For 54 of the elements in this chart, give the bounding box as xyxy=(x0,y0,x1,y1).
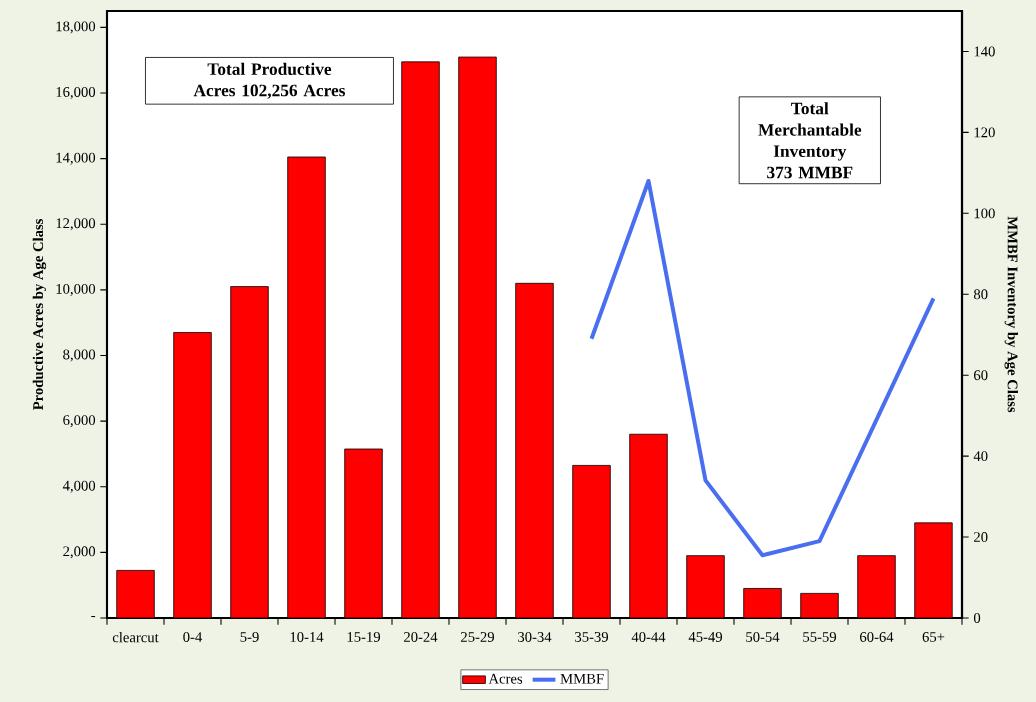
bar xyxy=(401,61,440,618)
bar xyxy=(116,570,155,618)
legend-label: Acres xyxy=(488,673,523,684)
y2-axis-title: MMBF Inventory by Age Class xyxy=(1004,216,1018,413)
x-tick-label: 30-34 xyxy=(518,632,552,642)
x-tick-label: 65+ xyxy=(922,632,945,642)
bar xyxy=(743,588,782,618)
x-tick-label: 35-39 xyxy=(575,632,609,642)
x-tick-label: 60-64 xyxy=(860,632,894,642)
x-tick-label: 50-54 xyxy=(746,632,780,642)
y2-tick-label: 140 xyxy=(974,46,995,57)
bar xyxy=(629,434,668,618)
y-axis-title: Productive Acres by Age Class xyxy=(32,218,47,411)
y2-tick-label: 40 xyxy=(973,451,988,462)
y-tick-label: 6,000 xyxy=(63,415,96,428)
x-tick-label: 40-44 xyxy=(631,632,666,642)
bar xyxy=(914,522,953,618)
bar xyxy=(800,593,839,618)
x-tick-label: 5-9 xyxy=(240,632,259,642)
bar xyxy=(287,157,326,618)
y2-tick-label: 80 xyxy=(973,289,988,300)
y-tick-label: 12,000 xyxy=(56,218,96,231)
y-tick-label: 18,000 xyxy=(56,21,96,34)
y2-tick-label: 100 xyxy=(974,208,995,219)
y-tick-label: 2,000 xyxy=(63,546,96,559)
y2-tick-label: 60 xyxy=(974,370,988,381)
y2-tick-label: 120 xyxy=(974,127,995,138)
x-tick-label: 55-59 xyxy=(803,632,837,642)
y2-tick-label: 0 xyxy=(973,613,981,623)
x-tick-label: 20-24 xyxy=(404,632,438,642)
bar xyxy=(344,449,383,618)
x-tick-label: 25-29 xyxy=(461,632,495,642)
x-tick-label: 15-19 xyxy=(347,632,381,642)
y-tick-label: 8,000 xyxy=(63,349,96,362)
y-tick-label: 10,000 xyxy=(56,283,96,296)
bar xyxy=(458,56,497,618)
x-tick-label: 45-49 xyxy=(688,632,723,642)
bar xyxy=(230,286,269,618)
legend-label: MMBF xyxy=(560,673,604,684)
x-tick-label: 0-4 xyxy=(183,632,203,642)
bar xyxy=(686,555,725,618)
bar xyxy=(572,465,611,618)
bar xyxy=(173,332,212,618)
y-tick-label: - xyxy=(91,615,96,618)
bar xyxy=(857,555,896,618)
bar xyxy=(515,283,554,618)
x-tick-label: clearcut xyxy=(112,632,159,643)
y2-tick-label: 20 xyxy=(974,532,988,542)
x-tick-label: 10-14 xyxy=(290,632,324,642)
y-tick-label: 16,000 xyxy=(56,87,96,100)
annotation: Total Productive Acres 102,256 Acres xyxy=(193,62,346,99)
y-tick-label: 14,000 xyxy=(56,152,96,165)
y-tick-label: 4,000 xyxy=(62,480,96,493)
annotation: Total Merchantable Inventory 373 MMBF xyxy=(758,102,862,179)
